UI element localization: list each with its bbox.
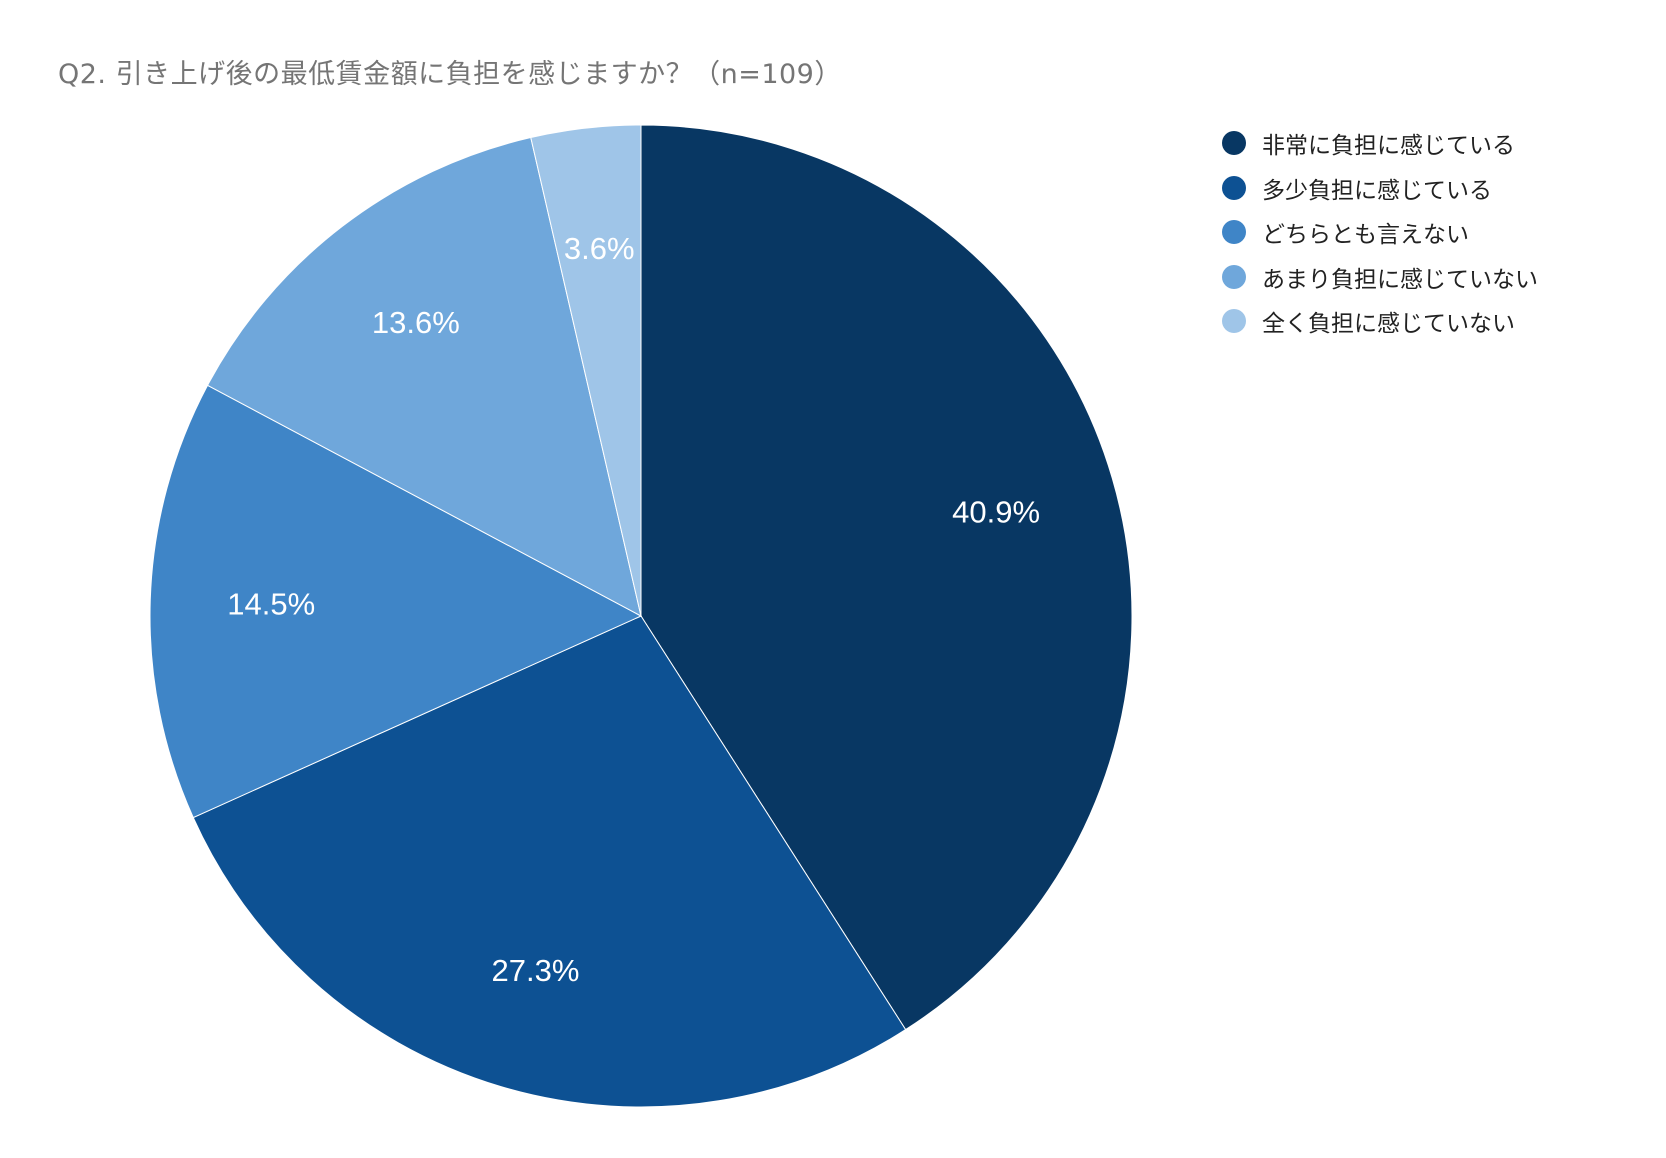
legend-label: どちらとも言えない [1262, 222, 1469, 249]
pie-slice-1[interactable] [192, 615, 907, 1108]
pie-slice-0[interactable] [640, 124, 1133, 1031]
legend-label: 非常に負担に感じている [1262, 133, 1515, 160]
legend-item[interactable]: どちらとも言えない [1222, 210, 1538, 255]
legend-item[interactable]: あまり負担に感じていない [1222, 255, 1538, 300]
legend-item[interactable]: 非常に負担に感じている [1222, 121, 1538, 166]
legend-swatch-1 [1222, 175, 1246, 200]
pie-slices [149, 124, 1133, 1108]
slice-label-4: 3.6% [564, 231, 635, 266]
legend-swatch-3 [1222, 264, 1246, 289]
legend-swatch-4 [1222, 309, 1246, 334]
slice-label-1: 27.3% [491, 953, 579, 988]
legend: 非常に負担に感じている 多少負担に感じている どちらとも言えない あまり負担に感… [1222, 121, 1538, 344]
pie-slice-3[interactable] [206, 136, 642, 617]
legend-swatch-2 [1222, 220, 1246, 245]
chart-title: Q2. 引き上げ後の最低賃金額に負担を感じますか？（n=109） [58, 59, 842, 90]
legend-label: 多少負担に感じている [1262, 177, 1492, 204]
slice-label-0: 40.9% [952, 495, 1040, 530]
slice-label-2: 14.5% [227, 586, 315, 621]
legend-item[interactable]: 多少負担に感じている [1222, 166, 1538, 211]
legend-swatch-0 [1222, 131, 1246, 156]
legend-label: 全く負担に感じていない [1262, 311, 1515, 338]
legend-item[interactable]: 全く負担に感じていない [1222, 299, 1538, 344]
slice-label-3: 13.6% [372, 305, 460, 340]
legend-label: あまり負担に感じていない [1262, 266, 1538, 293]
pie-data-labels: 40.9% 27.3% 14.5% 13.6% 3.6% [227, 231, 1040, 988]
pie-slice-2[interactable] [149, 384, 643, 819]
pie-slice-4[interactable] [530, 124, 642, 617]
